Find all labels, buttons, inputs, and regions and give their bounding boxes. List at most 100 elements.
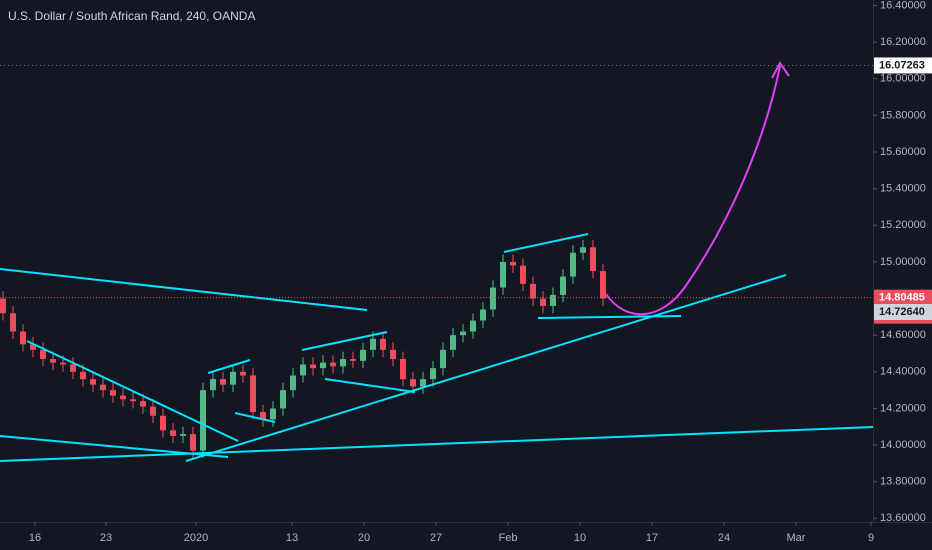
candle-body	[320, 362, 326, 369]
candle-body	[330, 362, 336, 367]
candle-body	[350, 358, 356, 361]
candle-body	[50, 358, 56, 363]
candle-body	[120, 395, 126, 400]
candle-body	[380, 338, 386, 350]
trend-line	[324, 378, 416, 393]
candle-body	[180, 434, 186, 436]
target-price-box	[874, 57, 932, 74]
marked-price-box	[874, 304, 932, 321]
candle-body	[170, 430, 176, 436]
candle-body	[60, 362, 66, 365]
y-tick-label: 14.20000	[880, 402, 926, 414]
x-tick-label: 20	[358, 532, 370, 544]
candle-body	[240, 371, 246, 376]
candle-body	[490, 287, 496, 310]
marked-price-label: 14.72640	[879, 306, 925, 318]
y-tick-label: 15.00000	[880, 256, 926, 268]
candle-body	[70, 364, 76, 372]
candle-body	[430, 368, 436, 380]
x-tick-label: 24	[718, 532, 730, 544]
candle-body	[140, 401, 146, 407]
candle-body	[570, 252, 576, 277]
x-tick-label: 27	[430, 532, 442, 544]
candle-body	[440, 349, 446, 369]
y-tick-label: 14.60000	[880, 329, 926, 341]
candle-body	[200, 390, 206, 451]
drawings	[0, 233, 874, 462]
candle-body	[470, 320, 476, 332]
trend-line	[185, 274, 787, 462]
candle-body	[160, 415, 166, 431]
projection-curve	[605, 65, 781, 316]
candle-body	[300, 364, 306, 376]
y-tick-label: 16.00000	[880, 73, 926, 85]
trend-line	[207, 359, 251, 374]
x-tick-label: 10	[574, 532, 586, 544]
candle-body	[390, 349, 396, 359]
candle-body	[20, 331, 26, 345]
candle-body	[0, 298, 6, 314]
y-tick-label: 14.00000	[880, 439, 926, 451]
trend-line	[301, 331, 388, 351]
y-tick-label: 15.60000	[880, 146, 926, 158]
candle-body	[110, 390, 116, 396]
y-tick-label: 16.20000	[880, 36, 926, 48]
last-price-label: 14.80485	[879, 292, 925, 304]
arrow-head	[771, 61, 790, 79]
trend-line	[537, 315, 682, 319]
candle-body	[290, 375, 296, 391]
candle-body	[130, 399, 136, 402]
chart-title: U.S. Dollar / South African Rand, 240, O…	[8, 9, 255, 23]
candle-body	[250, 375, 256, 413]
x-tick-label: 23	[100, 532, 112, 544]
candle-body	[600, 271, 606, 299]
candle-body	[230, 371, 236, 385]
x-tick-label: 2020	[184, 532, 208, 544]
candle-body	[340, 358, 346, 367]
candle-body	[550, 294, 556, 306]
x-tick-label: 13	[286, 532, 298, 544]
x-tick-label: Mar	[787, 532, 806, 544]
candle-body	[80, 371, 86, 380]
candle-body	[270, 408, 276, 420]
y-tick-label: 15.20000	[880, 219, 926, 231]
candle-body	[280, 390, 286, 409]
candle-body	[360, 349, 366, 361]
candle-body	[90, 379, 96, 385]
candle-body	[480, 309, 486, 321]
trend-line	[503, 233, 589, 253]
projection-arrow	[605, 61, 790, 316]
candle-body	[510, 261, 516, 266]
y-tick-label: 13.60000	[880, 512, 926, 524]
x-tick-label: 9	[868, 532, 874, 544]
target-price-label: 16.07263	[879, 59, 925, 71]
candle-body	[540, 298, 546, 306]
candle-body	[40, 349, 46, 359]
y-tick-label: 14.40000	[880, 366, 926, 378]
candle-body	[460, 331, 466, 336]
candle-body	[420, 379, 426, 387]
candle-body	[220, 379, 226, 385]
y-tick-label: 16.40000	[880, 0, 926, 11]
y-tick-label: 15.40000	[880, 183, 926, 195]
candle-body	[580, 247, 586, 253]
x-tick-label: 17	[646, 532, 658, 544]
trend-line	[0, 268, 368, 311]
candle-body	[520, 265, 526, 284]
candle-body	[150, 406, 156, 416]
candle-body	[190, 434, 196, 451]
y-tick-label: 15.80000	[880, 109, 926, 121]
candle-body	[530, 283, 536, 299]
y-tick-label: 13.80000	[880, 476, 926, 488]
candle-body	[560, 276, 566, 295]
x-tick-label: 16	[29, 532, 41, 544]
candle-body	[100, 384, 106, 391]
candle-body	[450, 335, 456, 350]
trend-line	[26, 340, 239, 442]
candle-body	[410, 379, 416, 387]
trend-line	[0, 426, 874, 462]
candle-body	[210, 379, 216, 391]
candle-body	[30, 344, 36, 350]
